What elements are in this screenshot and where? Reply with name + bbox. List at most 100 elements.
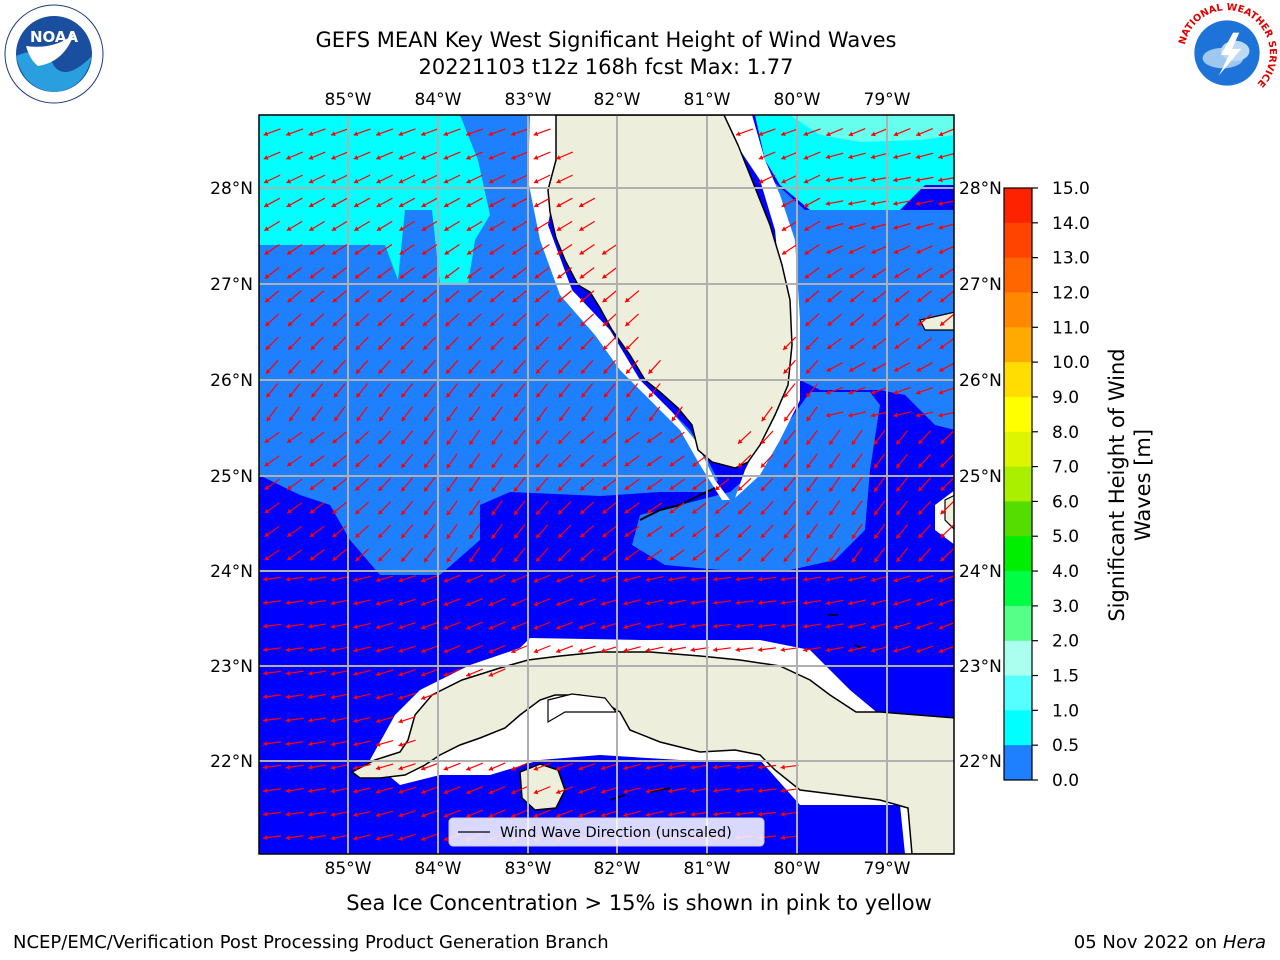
wave-direction-arrow <box>870 176 889 183</box>
wave-direction-arrow <box>356 406 368 422</box>
lat-labels-left: 28°N 27°N 26°N 25°N 24°N 23°N 22°N <box>210 179 253 772</box>
wave-direction-arrow <box>624 502 640 514</box>
noaa-logo-text: NOAA <box>30 28 79 46</box>
wave-direction-arrow <box>623 646 641 653</box>
wave-direction-arrow <box>465 668 484 677</box>
wave-direction-arrow <box>333 383 346 398</box>
wave-direction-arrow <box>938 177 954 183</box>
lon-tick-label: 81°W <box>684 859 731 879</box>
wave-direction-arrow <box>870 200 889 206</box>
wave-direction-arrow <box>713 811 731 817</box>
wave-direction-arrow <box>669 455 685 467</box>
wave-direction-arrow <box>938 223 954 230</box>
wave-direction-arrow <box>263 174 281 184</box>
wave-direction-arrow <box>760 500 774 516</box>
wave-direction-arrow <box>354 243 370 256</box>
wave-direction-arrow <box>330 764 349 770</box>
colorbar-tick-label: 7.0 <box>1052 458 1079 478</box>
wave-direction-arrow <box>420 645 439 654</box>
wave-direction-arrow <box>895 500 909 516</box>
wave-direction-arrow <box>714 501 730 515</box>
wave-direction-arrow <box>602 501 617 515</box>
wave-direction-arrow <box>578 220 596 232</box>
wave-direction-arrow <box>353 716 371 724</box>
wave-direction-arrow <box>376 197 393 208</box>
lon-labels-top: 85°W 84°W 83°W 82°W 81°W 80°W 79°W <box>325 90 911 110</box>
wave-direction-arrow <box>309 431 325 444</box>
wave-direction-arrow <box>757 600 777 606</box>
wave-direction-arrow <box>445 336 459 351</box>
wave-direction-arrow <box>285 576 304 582</box>
wave-direction-arrow <box>804 243 820 256</box>
wave-direction-arrow <box>353 763 371 771</box>
wave-direction-arrow <box>917 313 932 327</box>
wave-direction-arrow <box>353 220 371 232</box>
lat-labels-right: 28°N 27°N 26°N 25°N 24°N 23°N 22°N <box>959 179 1002 772</box>
wave-direction-arrow <box>780 647 799 653</box>
wave-direction-arrow <box>353 197 371 208</box>
wave-direction-arrow <box>828 523 841 540</box>
wave-direction-arrow <box>783 430 796 445</box>
wave-direction-arrow <box>895 477 909 492</box>
wave-direction-arrow <box>758 151 776 160</box>
wave-direction-arrow <box>510 644 529 654</box>
wave-direction-arrow <box>714 548 730 562</box>
wave-direction-arrow <box>535 336 549 351</box>
wave-direction-arrow <box>443 645 461 654</box>
wave-direction-arrow <box>263 197 281 208</box>
wave-direction-arrow <box>375 151 394 160</box>
colorbar-segment <box>1004 675 1032 711</box>
wave-direction-arrow <box>758 128 776 137</box>
nws-logo: NATIONAL WEATHER SERVICE <box>1177 2 1278 103</box>
wave-direction-arrow <box>513 524 526 539</box>
wave-direction-arrow <box>287 336 302 351</box>
wave-direction-arrow <box>445 383 459 398</box>
wave-direction-arrow <box>285 670 304 676</box>
colorbar-label-line1: Significant Height of Wind <box>1105 348 1129 621</box>
wave-direction-arrow <box>398 645 416 653</box>
wave-direction-arrow <box>625 383 639 398</box>
wave-direction-arrow <box>735 600 754 606</box>
wave-direction-arrow <box>805 383 819 398</box>
wave-direction-arrow <box>555 762 574 771</box>
wave-direction-arrow <box>377 501 392 515</box>
wave-direction-arrow <box>399 267 415 279</box>
wave-direction-arrow <box>422 336 437 351</box>
wave-direction-arrow <box>443 151 461 160</box>
wave-direction-arrow <box>332 431 347 444</box>
wave-direction-arrow <box>375 763 394 771</box>
wave-direction-arrow <box>558 383 571 398</box>
wave-direction-arrow <box>780 835 799 841</box>
wave-direction-arrow <box>893 622 911 630</box>
land-cuba <box>350 651 954 854</box>
wave-direction-arrow <box>806 500 818 516</box>
wave-direction-arrow <box>398 669 416 677</box>
wave-direction-arrow <box>535 547 549 563</box>
wave-direction-arrow <box>848 222 866 230</box>
wave-direction-arrow <box>377 524 392 539</box>
wave-direction-arrow <box>398 197 416 208</box>
wave-direction-arrow <box>533 574 551 583</box>
wave-direction-arrow <box>645 646 664 653</box>
wave-direction-arrow <box>264 455 280 467</box>
colorbar: 15.0 14.0 13.0 12.0 11.0 10.0 9.0 8.0 7.0 6.0 5.0 4… <box>1003 179 1090 791</box>
wave-direction-arrow <box>446 406 458 422</box>
wave-direction-arrow <box>377 454 392 468</box>
wave-direction-arrow <box>443 220 461 232</box>
wave-direction-arrow <box>579 313 595 327</box>
wave-direction-arrow <box>805 336 819 351</box>
wave-direction-arrow <box>713 764 731 770</box>
wave-direction-arrow <box>510 621 529 630</box>
wave-direction-arrow <box>308 151 326 160</box>
colorbar-segment <box>1004 327 1032 363</box>
wave-direction-arrow <box>378 359 391 375</box>
wave-direction-arrow <box>488 574 506 583</box>
wave-direction-arrow <box>757 764 777 770</box>
wave-direction-arrow <box>691 478 708 491</box>
wave-direction-arrow <box>623 763 641 771</box>
wave-direction-arrow <box>445 359 459 375</box>
wave-direction-arrow <box>510 574 529 583</box>
wave-direction-arrow <box>803 623 821 629</box>
wave-direction-arrow <box>490 359 504 375</box>
wave-direction-arrow <box>308 220 326 232</box>
